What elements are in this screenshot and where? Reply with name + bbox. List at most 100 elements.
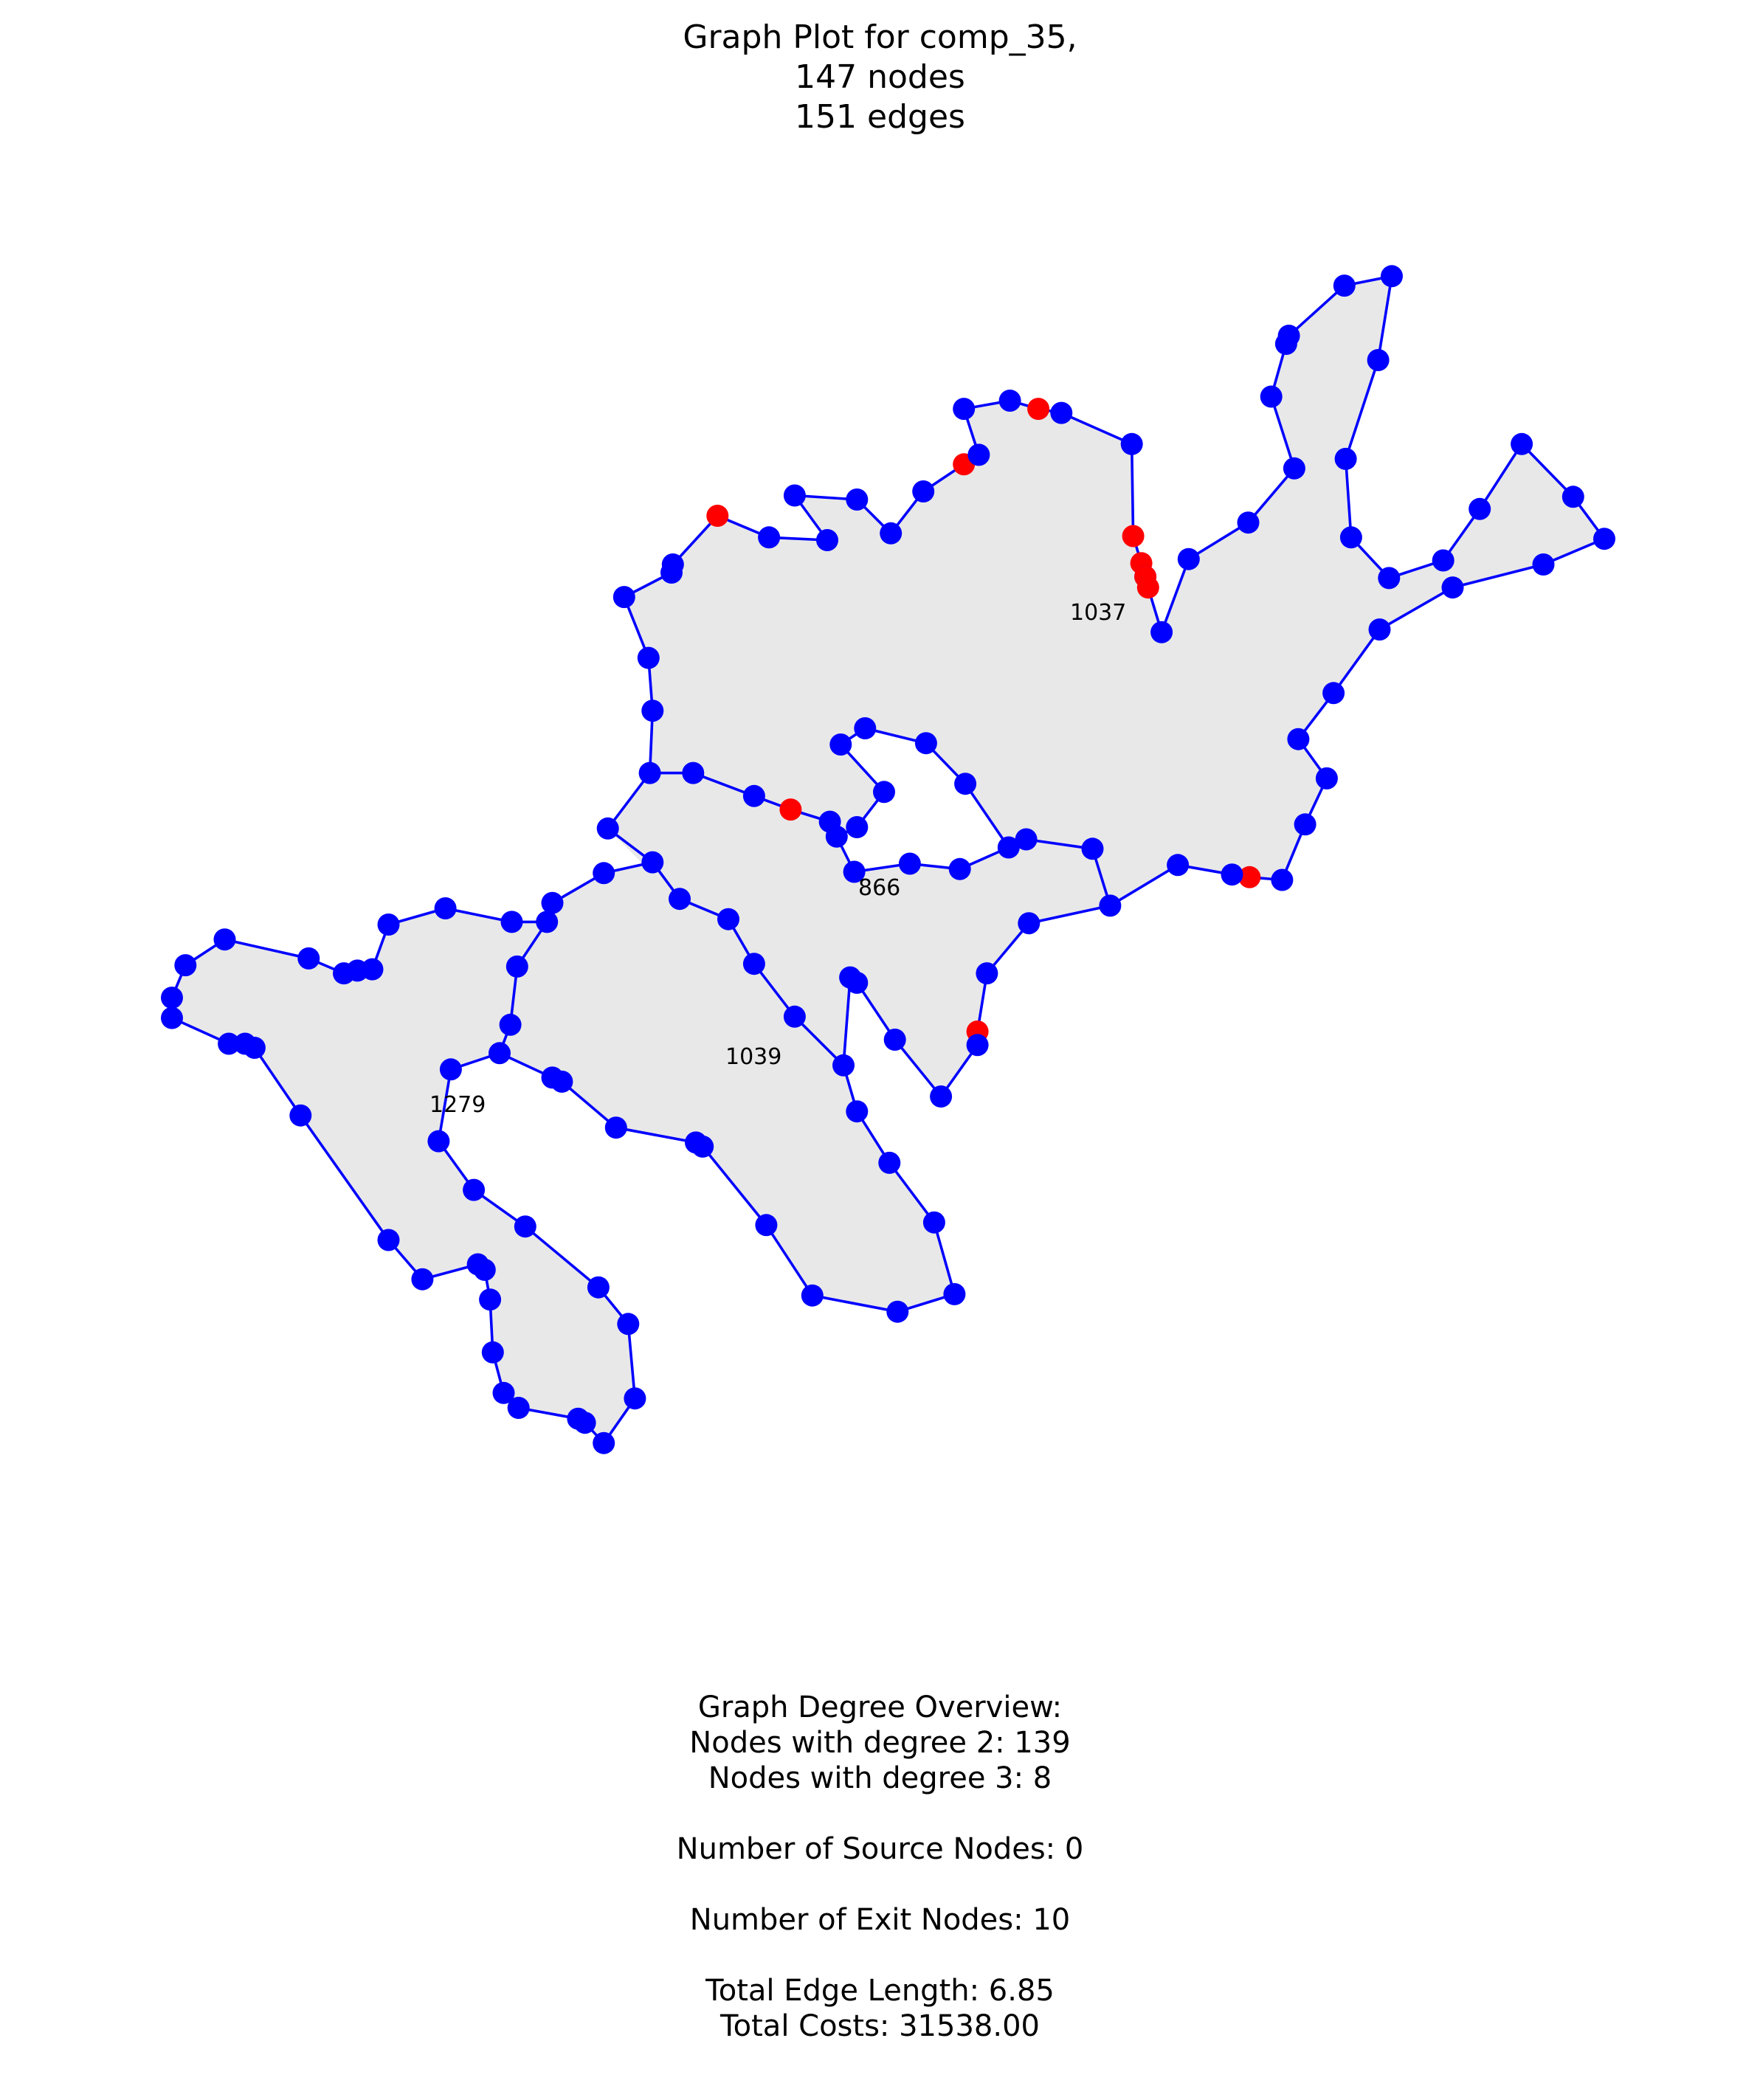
graph-node [997, 836, 1020, 859]
graph-node [854, 717, 877, 739]
graph-node [685, 1131, 707, 1154]
graph-node [954, 773, 977, 795]
graph-node [361, 958, 384, 981]
source-node-count: Number of Source Nodes: 0 [676, 1832, 1084, 1866]
graph-node [427, 1130, 450, 1153]
graph-node [755, 1214, 778, 1237]
graph-node [541, 1066, 564, 1089]
graph-node [587, 1276, 610, 1299]
graph-node [883, 1029, 906, 1051]
graph-node [604, 1116, 627, 1139]
graph-node [1378, 567, 1401, 590]
graph-node [783, 484, 806, 507]
graph-node [1315, 767, 1338, 790]
graph-node [1050, 401, 1073, 424]
graph-node [1532, 553, 1555, 576]
graph-node [1271, 868, 1294, 891]
graph-node [514, 1215, 536, 1238]
total-edge-length: Total Edge Length: 6.85 [705, 1974, 1055, 2008]
graph-faces [172, 276, 1604, 1443]
node-label-1039: 1039 [725, 1044, 781, 1070]
graph-node [839, 966, 862, 989]
graph-node [489, 1042, 511, 1065]
graph-node [638, 761, 661, 784]
graph-node [742, 953, 765, 975]
graph-node [758, 526, 781, 549]
graph-node [377, 913, 400, 936]
graph-node [439, 1058, 462, 1081]
graph-node [1150, 621, 1173, 643]
graph-node [1432, 549, 1454, 572]
graph-node [1081, 837, 1104, 860]
graph-node [1381, 265, 1403, 288]
node-label-1279: 1279 [429, 1092, 486, 1118]
graph-node [717, 908, 739, 930]
graph-node [1334, 447, 1357, 470]
exit-node [1027, 398, 1050, 421]
graph-nodes [161, 265, 1615, 1454]
graph-node [1469, 497, 1491, 520]
graph-node [499, 1013, 522, 1036]
graph-node [1593, 528, 1615, 550]
graph-node [624, 1387, 646, 1410]
graph-node [953, 398, 976, 421]
graph-node [742, 784, 765, 807]
graph-node [174, 954, 197, 977]
exit-node-count: Number of Exit Nodes: 10 [689, 1903, 1071, 1937]
graph-node [998, 390, 1021, 412]
graph-node [481, 1341, 504, 1364]
graph-node [661, 553, 684, 576]
graph-node [825, 825, 848, 848]
exit-node [1238, 866, 1261, 888]
graph-node [213, 928, 236, 951]
graph-node [1561, 486, 1584, 508]
graph-node [976, 962, 998, 985]
graph-node [873, 781, 895, 804]
graph-node [492, 1381, 515, 1404]
graph-node [505, 955, 528, 978]
graph-node [816, 529, 838, 551]
graph-node [596, 817, 619, 840]
graph-node [463, 1178, 486, 1201]
exit-node [706, 505, 729, 527]
graph-node [234, 1032, 257, 1055]
graph-node [898, 852, 921, 875]
graph-node [466, 1253, 489, 1276]
graph-node [1237, 511, 1260, 534]
graph-node [846, 816, 869, 838]
degree-overview: Graph Degree Overview: Nodes with degree… [0, 1690, 1760, 2044]
graph-node [567, 1407, 590, 1430]
graph-node [966, 1034, 989, 1057]
graph-node [1277, 325, 1300, 347]
graph-node [878, 1151, 901, 1174]
edge-path-connector-3 [498, 921, 548, 1054]
graph-node [1322, 682, 1345, 705]
title-line-1: Graph Plot for comp_35, [683, 18, 1077, 56]
graph-face-hole [836, 728, 1009, 872]
graph-node [1339, 526, 1362, 549]
graph-node [161, 1006, 183, 1029]
graph-node [411, 1268, 434, 1291]
graph-node [637, 646, 660, 669]
graph-node [1177, 548, 1200, 570]
graph-node [536, 911, 559, 933]
graph-node [801, 1284, 824, 1307]
graph-node [832, 1054, 855, 1077]
graph-node [843, 860, 866, 883]
graph-node [1368, 618, 1391, 641]
graph-node [669, 888, 691, 911]
graph-node [161, 987, 183, 1009]
graph-node [846, 1100, 869, 1123]
graph-node [967, 443, 990, 466]
graph-node [1099, 894, 1122, 917]
graph-node [289, 1104, 312, 1127]
graph-node [922, 1211, 945, 1234]
plot-title: Graph Plot for comp_35, 147 nodes 151 ed… [0, 18, 1760, 137]
degree-2-count: Nodes with degree 2: 139 [689, 1726, 1071, 1760]
title-line-3: 151 edges [795, 98, 965, 136]
graph-node [914, 732, 937, 755]
graph-node [593, 1431, 615, 1454]
graph-node [1120, 432, 1143, 455]
graph-node [479, 1288, 502, 1311]
